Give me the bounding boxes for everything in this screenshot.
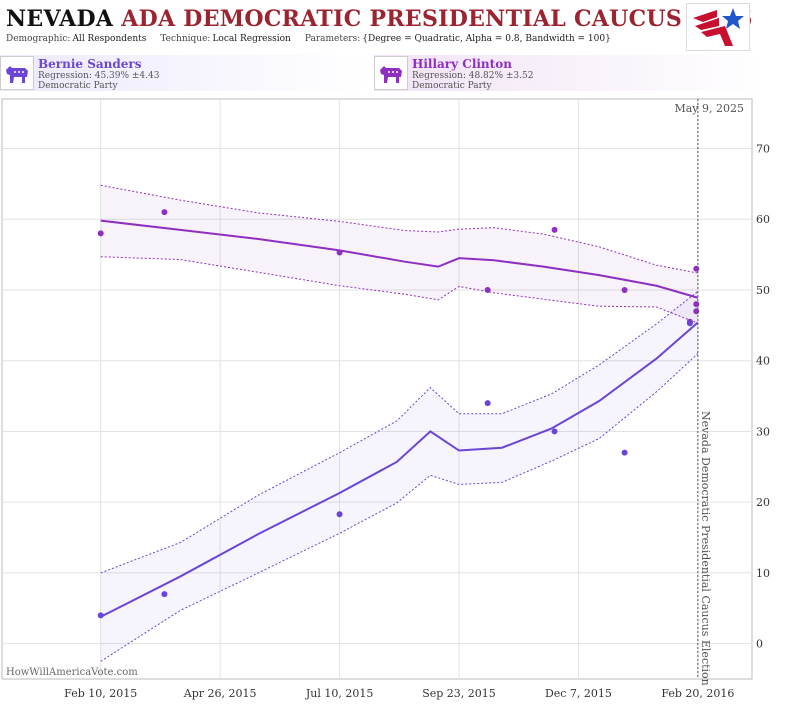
confidence-band	[100, 185, 698, 324]
title-rest: ADA DEMOCRATIC PRESIDENTIAL CAUCUS 2016	[121, 6, 753, 32]
technique-label: Technique:	[160, 34, 211, 44]
lower-bound-line	[100, 256, 699, 324]
poll-point	[621, 286, 628, 293]
candidate-card-clinton[interactable]: Hillary Clinton Regression: 48.82% ±3.52…	[374, 55, 764, 91]
watermark: HowWillAmericaVote.com	[6, 667, 138, 678]
poll-point	[693, 301, 700, 308]
x-tick-label: Apr 26, 2015	[183, 687, 257, 700]
y-tick-label: 70	[756, 143, 770, 156]
demographic-label: Demographic:	[6, 34, 71, 44]
grid	[1, 98, 753, 680]
poll-point	[693, 308, 700, 315]
regression-chart: 0 10 20 30 40 50 60 70 Feb 10, 2015 Apr 26, 2015 J…	[1, 98, 770, 700]
page-title: NEVADA ADA DEMOCRATIC PRESIDENTIAL CAUCU…	[6, 6, 753, 32]
poll-point	[693, 265, 700, 272]
candidate-regression: Regression: 48.82% ±3.52	[412, 71, 534, 81]
candidate-party: Democratic Party	[38, 81, 118, 91]
event-label: Nevada Democratic Presidential Caucus El…	[699, 411, 712, 686]
trend-line	[100, 219, 699, 299]
candidate-regression: Regression: 45.39% ±4.43	[38, 71, 160, 81]
header: NEVADA ADA DEMOCRATIC PRESIDENTIAL CAUCU…	[0, 0, 789, 52]
poll-point	[621, 449, 628, 456]
today-label: May 9, 2025	[674, 102, 744, 115]
poll-points	[97, 209, 700, 619]
candidate-party: Democratic Party	[412, 81, 492, 91]
poll-point	[551, 226, 558, 233]
poll-point	[97, 230, 104, 237]
poll-point	[484, 286, 491, 293]
poll-point	[686, 320, 693, 327]
candidate-name: Hillary Clinton	[412, 57, 512, 71]
x-tick-label: Feb 10, 2015	[64, 687, 137, 700]
poll-point	[336, 511, 343, 518]
axes: 0 10 20 30 40 50 60 70 Feb 10, 2015 Apr 26, 2015 J…	[64, 99, 770, 700]
y-tick-label: 60	[756, 213, 770, 226]
technique-value: Local Regression	[212, 34, 291, 44]
site-logo-icon[interactable]	[686, 3, 750, 51]
x-tick-label: Dec 7, 2015	[545, 687, 612, 700]
candidate-name: Bernie Sanders	[38, 57, 142, 71]
x-tick-label: Jul 10, 2015	[305, 687, 374, 700]
x-tick-label: Sep 23, 2015	[422, 687, 496, 700]
candidate-bar: Bernie Sanders Regression: 45.39% ±4.43 …	[0, 53, 789, 93]
confidence-bands	[100, 184, 699, 662]
y-tick-label: 50	[756, 284, 770, 297]
candidate-card-sanders[interactable]: Bernie Sanders Regression: 45.39% ±4.43 …	[0, 55, 370, 91]
upper-bound-line	[100, 290, 699, 574]
trend-line	[100, 321, 699, 618]
poll-point	[336, 249, 343, 256]
y-tick-label: 40	[756, 355, 770, 368]
democrat-donkey-icon	[0, 56, 34, 90]
demographic-value: All Respondents	[72, 34, 147, 44]
confidence-band	[100, 291, 698, 662]
parameters-label: Parameters:	[304, 34, 361, 44]
democrat-donkey-icon	[374, 56, 408, 90]
y-tick-label: 10	[756, 567, 770, 580]
poll-point	[97, 612, 104, 619]
poll-point	[161, 591, 168, 598]
parameters-value: {Degree = Quadratic, Alpha = 0.8, Bandwi…	[362, 34, 611, 44]
y-tick-label: 20	[756, 496, 770, 509]
parameters-line: Demographic: All Respondents Technique: Loc…	[6, 34, 625, 44]
poll-point	[551, 428, 558, 435]
poll-point	[484, 400, 491, 407]
y-tick-label: 30	[756, 425, 770, 438]
trend-lines	[100, 219, 699, 618]
plot-frame	[1, 98, 753, 680]
y-tick-label: 0	[756, 638, 763, 651]
poll-point	[161, 209, 168, 216]
title-state: NEVADA	[6, 6, 114, 32]
x-tick-label: Feb 20, 2016	[661, 687, 734, 700]
